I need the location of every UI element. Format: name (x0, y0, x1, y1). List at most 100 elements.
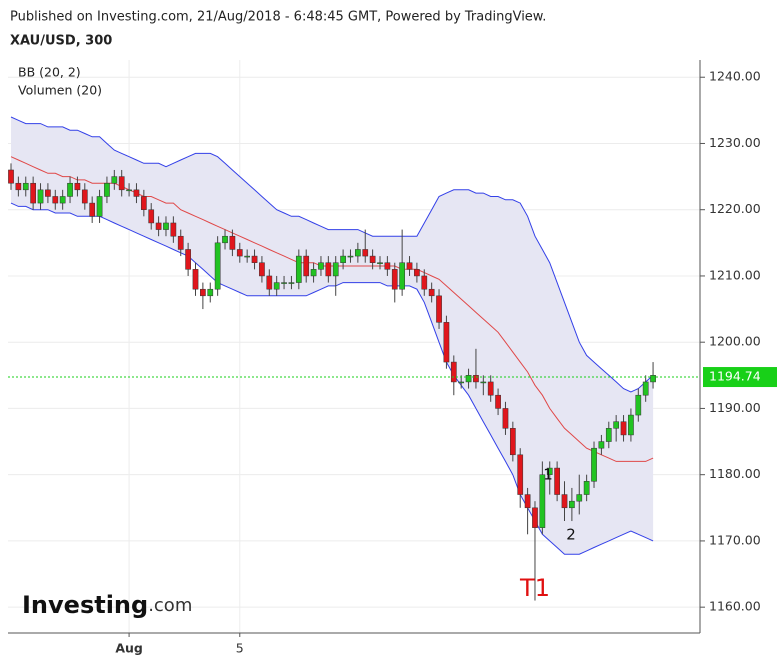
candle-body (295, 255, 302, 283)
candle-body (89, 202, 96, 217)
candle-body (628, 414, 634, 436)
candle-body (428, 288, 435, 297)
candle-body (259, 262, 265, 277)
candle-body (332, 262, 339, 277)
candle-body (281, 282, 287, 284)
y-tick-label: 1160.00 (709, 599, 761, 614)
candle-body (369, 255, 376, 263)
candle-body (391, 269, 398, 290)
bollinger-lower (10, 202, 654, 555)
candle-body (229, 235, 236, 250)
candle-body (185, 249, 191, 270)
candle-body (266, 275, 273, 290)
candle-body (222, 235, 228, 244)
candle-body (399, 262, 405, 290)
candle-body (59, 196, 66, 204)
y-tick-label: 1190.00 (709, 400, 761, 415)
candle-body (517, 454, 524, 495)
candle-body (340, 255, 346, 263)
candle-body (325, 262, 332, 277)
candle-body (480, 381, 487, 384)
candle-body (436, 295, 442, 323)
candle-body (140, 196, 147, 210)
indicator-label: Volumen (20) (18, 83, 102, 98)
candle-body (554, 467, 560, 495)
candle-body (347, 255, 354, 258)
candle-body (163, 222, 169, 230)
candle-body (561, 494, 568, 509)
candle-body (303, 255, 310, 277)
candle-body (155, 222, 162, 230)
y-tick-label: 1230.00 (709, 135, 761, 150)
candle-body (118, 176, 125, 191)
candle-body (362, 249, 369, 257)
candle-body (45, 189, 51, 197)
candle-body (170, 222, 177, 237)
candle-body (207, 288, 214, 297)
candle-body (635, 394, 642, 416)
candle-body (148, 209, 155, 224)
candle-body (30, 182, 36, 204)
candle-body (273, 282, 280, 290)
candle-body (583, 481, 590, 495)
x-tick-label: 5 (236, 641, 244, 656)
candle-body (111, 176, 118, 184)
last-price-box (703, 367, 777, 388)
candle-body (104, 182, 110, 197)
candle-body (546, 467, 553, 475)
candle-body (318, 262, 324, 270)
candle-body (620, 421, 627, 436)
candle-body (74, 182, 81, 191)
candle-body (569, 500, 575, 509)
candle-body (310, 269, 317, 277)
candle-body (244, 255, 251, 258)
candle-body (126, 189, 132, 192)
annotation: T1 (519, 574, 550, 602)
annotation: 2 (566, 526, 576, 544)
candle-body (532, 507, 538, 528)
candle-body (502, 408, 509, 429)
candle-body (236, 249, 243, 257)
y-tick-label: 1200.00 (709, 334, 761, 349)
candle-body (15, 182, 22, 191)
candle-body (288, 282, 295, 284)
candle-body (384, 262, 391, 270)
y-tick-label: 1240.00 (709, 69, 761, 84)
candle-body (8, 169, 14, 184)
candle-body (591, 447, 597, 482)
candle-body (406, 262, 413, 270)
candle-body (377, 262, 383, 264)
candle-body (192, 269, 199, 290)
candle-body (177, 235, 184, 250)
candle-body (67, 182, 73, 197)
indicator-label: BB (20, 2) (18, 65, 81, 80)
candle-body (414, 269, 420, 277)
candle-body (421, 275, 428, 290)
chart-title: XAU/USD, 300 (10, 34, 112, 49)
candle-body (214, 242, 221, 290)
candle-body (133, 189, 140, 197)
last-price-label: 1194.74 (709, 369, 761, 384)
candle-body (450, 361, 457, 383)
candle-body (576, 494, 583, 502)
candle-body (96, 196, 103, 217)
logo: Investing.com (22, 591, 192, 619)
annotation: 1 (543, 466, 553, 484)
x-tick-label: Aug (115, 641, 143, 656)
candle-body (37, 189, 44, 204)
y-tick-label: 1220.00 (709, 201, 761, 216)
candle-body (473, 375, 479, 383)
candle-body (509, 428, 516, 456)
candle-body (605, 428, 612, 442)
y-tick-label: 1180.00 (709, 466, 761, 481)
bollinger-upper (10, 116, 654, 393)
logo-suffix: .com (148, 595, 192, 616)
candle-body (539, 474, 546, 528)
logo-main: Investing (22, 591, 148, 619)
candle-body (355, 249, 361, 257)
candle-body (443, 322, 450, 363)
candle-body (458, 381, 465, 384)
bollinger-middle (10, 156, 654, 462)
candle-body (465, 375, 472, 383)
